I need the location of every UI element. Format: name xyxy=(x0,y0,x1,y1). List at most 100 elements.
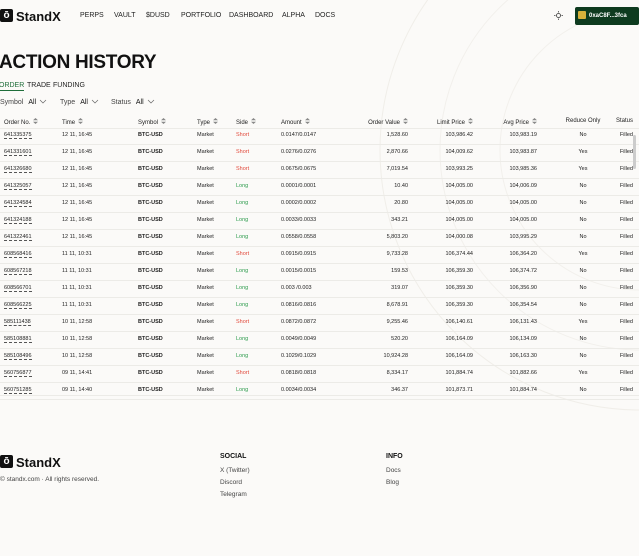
divider xyxy=(0,395,639,396)
order-number[interactable]: 608566225 xyxy=(4,302,32,309)
row-line xyxy=(0,280,639,281)
cell: 0.1029/0.1029 xyxy=(281,353,317,359)
cell: BTC-USD xyxy=(138,183,163,189)
cell: 106,359.30 xyxy=(445,268,473,274)
cell: Market xyxy=(197,302,214,308)
cell: 7,019.54 xyxy=(386,166,408,172)
cell: Filled xyxy=(619,217,633,223)
cell: BTC-USD xyxy=(138,132,163,138)
footer-link[interactable]: X (Twitter) xyxy=(220,467,250,474)
filter-label: Status xyxy=(111,99,131,106)
column-header[interactable]: Type xyxy=(197,118,219,126)
header-text: Status xyxy=(615,118,633,124)
order-number[interactable]: 585108496 xyxy=(4,353,32,360)
tab[interactable]: ORDER xyxy=(0,82,25,91)
cell: Yes xyxy=(578,319,588,325)
theme-toggle[interactable] xyxy=(554,11,563,20)
cell: 104,000.08 xyxy=(445,234,473,240)
footer-link[interactable]: Blog xyxy=(386,479,400,486)
cell: 10 11, 12:58 xyxy=(62,353,93,359)
order-number[interactable]: 641324188 xyxy=(4,217,32,224)
order-number[interactable]: 641335375 xyxy=(4,132,32,139)
nav-link[interactable]: PORTFOLIO xyxy=(181,12,222,19)
order-number[interactable]: 608567218 xyxy=(4,268,32,275)
column-header[interactable]: Order Value xyxy=(358,118,408,126)
column-header[interactable]: Time xyxy=(62,118,84,126)
cell: Filled xyxy=(619,370,633,376)
cell: 09 11, 14:41 xyxy=(62,370,93,376)
footer-link[interactable]: Discord xyxy=(220,479,243,486)
cell: 0.0675/0.0675 xyxy=(281,166,317,172)
order-number[interactable]: 641325057 xyxy=(4,183,32,190)
column-header[interactable]: Amount xyxy=(281,118,310,126)
header-text: Limit Price xyxy=(436,120,465,126)
nav-link[interactable]: ALPHA xyxy=(282,12,305,19)
cell: 520.20 xyxy=(391,336,408,342)
tab[interactable]: FUNDING xyxy=(53,82,85,89)
column-header[interactable]: Avg Price xyxy=(487,118,537,126)
sort-icon xyxy=(213,118,219,124)
column-header[interactable]: Limit Price xyxy=(423,118,473,126)
wallet-button[interactable]: 0xaC8F...3fca xyxy=(575,7,639,25)
cell: 11 11, 10:31 xyxy=(62,302,92,308)
row-line xyxy=(0,382,639,383)
column-header[interactable]: Status xyxy=(583,118,633,124)
filter[interactable]: Status All xyxy=(111,99,155,106)
column-header[interactable]: Side xyxy=(236,118,257,126)
filter-label: Type xyxy=(60,99,76,106)
filter-label: Symbol xyxy=(0,99,24,106)
header-text: Avg Price xyxy=(503,120,529,126)
cell: 106,140.61 xyxy=(445,319,473,325)
cell: 10 11, 12:58 xyxy=(62,319,93,325)
footer-link[interactable]: Docs xyxy=(386,467,401,474)
nav-link[interactable]: DOCS xyxy=(315,12,336,19)
nav-link[interactable]: VAULT xyxy=(114,12,136,19)
cell: 0.0033/0.0033 xyxy=(281,217,317,223)
order-number[interactable]: 641326680 xyxy=(4,166,32,173)
row-line xyxy=(0,399,639,400)
cell: 106,374.44 xyxy=(445,251,473,257)
footer-link[interactable]: Telegram xyxy=(220,491,247,498)
order-number[interactable]: 641322461 xyxy=(4,234,32,241)
brand[interactable]: StandX xyxy=(16,9,61,24)
column-header[interactable]: Reduce Only xyxy=(558,118,608,124)
order-number[interactable]: 585111438 xyxy=(4,319,31,326)
cell: 0.0276/0.0276 xyxy=(281,149,317,155)
cell: Filled xyxy=(619,387,633,393)
cell: 1,528.60 xyxy=(386,132,408,138)
order-number[interactable]: 641331601 xyxy=(4,149,32,156)
cell: Short xyxy=(236,370,250,376)
sort-icon xyxy=(403,118,408,124)
header-text: Time xyxy=(62,120,76,126)
cell: Market xyxy=(197,319,214,325)
column-header[interactable]: Symbol xyxy=(138,118,167,126)
cell: 104,005.00 xyxy=(445,200,473,206)
order-number[interactable]: 608568416 xyxy=(4,251,32,258)
cell: 11 11, 10:31 xyxy=(62,268,92,274)
cell: Filled xyxy=(619,183,633,189)
nav-link[interactable]: PERPS xyxy=(80,12,104,19)
cell: 0.0049/0.0049 xyxy=(281,336,317,342)
filter[interactable]: Symbol All xyxy=(0,99,47,106)
cell: Short xyxy=(236,251,250,257)
order-number[interactable]: 585108881 xyxy=(4,336,32,343)
row-line xyxy=(0,195,639,196)
cell: BTC-USD xyxy=(138,234,163,240)
nav-link[interactable]: DASHBOARD xyxy=(229,12,274,19)
cell: Long xyxy=(236,234,249,240)
order-number[interactable]: 608566701 xyxy=(4,285,32,292)
cell: 159.53 xyxy=(391,268,408,274)
order-number[interactable]: 641324584 xyxy=(4,200,32,207)
order-number[interactable]: 560751285 xyxy=(4,387,32,394)
cell: Filled xyxy=(619,268,633,274)
filter[interactable]: Type All xyxy=(60,99,99,106)
order-number[interactable]: 560756877 xyxy=(4,370,32,377)
cell: Short xyxy=(236,132,250,138)
row-line xyxy=(0,314,639,315)
tab[interactable]: TRADE xyxy=(27,82,51,89)
nav-link[interactable]: $DUSD xyxy=(146,12,170,19)
column-header[interactable]: Order No. xyxy=(4,118,39,126)
cell: 106,164.09 xyxy=(445,336,473,342)
scrollbar[interactable] xyxy=(633,135,636,169)
